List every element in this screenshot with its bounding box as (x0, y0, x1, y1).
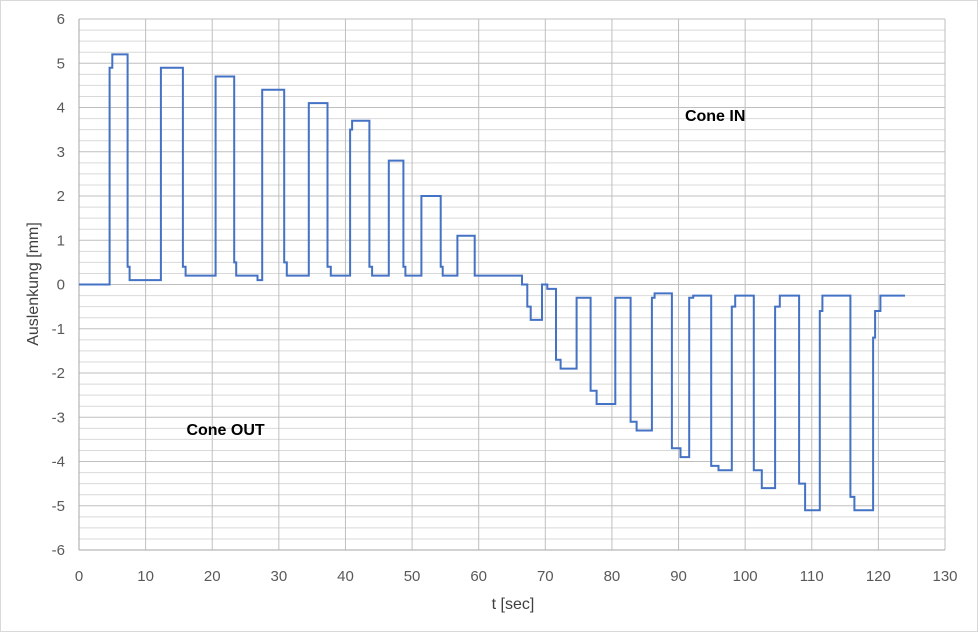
y-tick-label: -5 (52, 498, 65, 515)
x-tick-label: 0 (75, 568, 83, 585)
x-tick-label: 70 (537, 568, 554, 585)
x-tick-label: 100 (733, 568, 758, 585)
y-tick-label: 3 (57, 144, 65, 161)
plot-area (79, 53, 905, 512)
y-tick-label: -3 (52, 409, 65, 426)
y-tick-label: 6 (57, 11, 65, 28)
y-tick-label: -2 (52, 365, 65, 382)
x-tick-label: 110 (800, 568, 824, 585)
x-tick-label: 120 (866, 568, 891, 585)
x-tick-label: 90 (670, 568, 687, 585)
x-tick-labels: 0 10 20 30 40 50 60 70 80 90 100 110 120 130 (75, 568, 958, 585)
x-tick-label: 60 (470, 568, 487, 585)
grid-lines (78, 18, 946, 551)
y-tick-label: 1 (57, 232, 65, 249)
x-tick-label: 20 (204, 568, 221, 585)
x-tick-label: 130 (932, 568, 957, 585)
x-tick-label: 30 (271, 568, 288, 585)
y-tick-label: 0 (57, 277, 65, 294)
y-tick-label: 5 (57, 55, 65, 72)
x-tick-label: 50 (404, 568, 421, 585)
series-line (79, 53, 905, 512)
y-tick-label: -6 (52, 542, 65, 559)
y-tick-labels: 6 5 4 3 2 1 0 -1 -2 -3 -4 -5 -6 (52, 11, 65, 559)
annotation-cone-in: Cone IN (685, 108, 745, 125)
x-axis-title: t [sec] (492, 596, 535, 613)
x-tick-label: 40 (337, 568, 354, 585)
y-tick-label: -1 (52, 321, 65, 338)
x-tick-label: 80 (604, 568, 621, 585)
y-tick-label: 4 (57, 100, 65, 117)
x-tick-label: 10 (137, 568, 154, 585)
annotation-cone-out: Cone OUT (186, 422, 264, 439)
y-tick-label: 2 (57, 188, 65, 205)
y-tick-label: -4 (52, 454, 65, 471)
y-axis-title: Auslenkung [mm] (25, 222, 42, 346)
